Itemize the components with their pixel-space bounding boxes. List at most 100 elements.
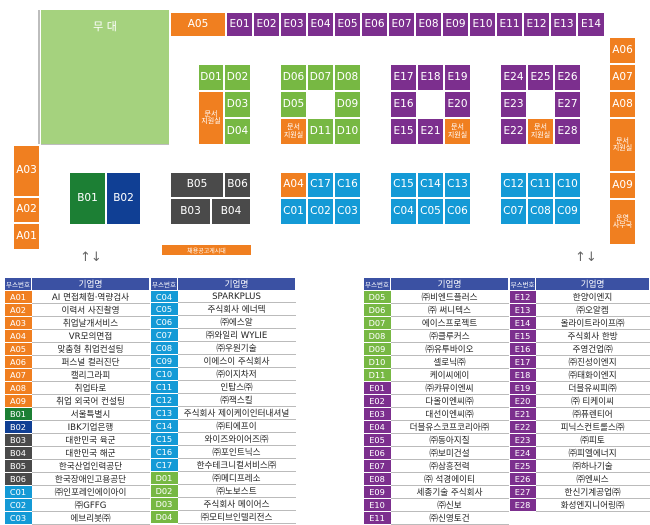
- booth-E14[interactable]: E14: [577, 12, 605, 37]
- row-booth-number: E22: [509, 420, 536, 434]
- row-company-name: ㈜GFFG: [31, 498, 150, 512]
- table-row: E20 ㈜ 티케이씨: [509, 394, 650, 408]
- row-booth-number: A09: [4, 394, 32, 408]
- entrance-arrows-icon: ↑↓: [575, 250, 597, 265]
- booth-A06[interactable]: A06: [609, 37, 636, 64]
- booth-E28[interactable]: E28: [554, 118, 581, 145]
- booth-E19[interactable]: E19: [444, 64, 471, 91]
- booth-D09[interactable]: D09: [334, 91, 361, 118]
- table-row: C06 ㈜에스알: [150, 315, 296, 329]
- booth-C12[interactable]: C12: [500, 172, 527, 198]
- info-booth-3[interactable]: 문서 지원실: [444, 118, 471, 145]
- row-company-name: 세종기술 주식회사: [390, 485, 509, 499]
- table-row: A06 퍼스널 컬러진단: [4, 355, 150, 369]
- booth-C15[interactable]: C15: [390, 172, 417, 198]
- booth-E05[interactable]: E05: [334, 12, 361, 37]
- row-booth-number: D05: [363, 290, 391, 304]
- table-row: A04 VR모의면접: [4, 329, 150, 343]
- booth-E06[interactable]: E06: [361, 12, 388, 37]
- booth-B05[interactable]: B05: [170, 172, 224, 198]
- row-company-name: 주식회사 한방: [535, 329, 650, 343]
- booth-E20[interactable]: E20: [444, 91, 471, 118]
- row-booth-number: E15: [509, 329, 536, 343]
- info-booth-1[interactable]: 문서 지원실: [198, 91, 224, 145]
- booth-C08[interactable]: C08: [527, 198, 554, 225]
- booth-A09[interactable]: A09: [609, 172, 636, 199]
- booth-E12[interactable]: E12: [523, 12, 550, 37]
- booth-C09[interactable]: C09: [554, 198, 581, 225]
- info-booth-right[interactable]: 문서 지원실: [609, 118, 636, 172]
- table-row: E17 ㈜진성이엔지: [509, 355, 650, 369]
- booth-E11[interactable]: E11: [496, 12, 523, 37]
- booth-D05[interactable]: D05: [280, 91, 307, 118]
- operations-room[interactable]: 운영 사무국: [609, 199, 636, 245]
- row-company-name: ㈜퓨렌티어: [535, 407, 650, 421]
- row-booth-number: C02: [4, 498, 32, 512]
- booth-D07[interactable]: D07: [307, 64, 334, 91]
- booth-A01[interactable]: A01: [13, 223, 40, 250]
- row-company-name: ㈜동아지질: [390, 433, 509, 447]
- booth-E04[interactable]: E04: [307, 12, 334, 37]
- table-row: E04 더블유스코프코리아㈜: [363, 420, 509, 434]
- booth-E15[interactable]: E15: [390, 118, 417, 145]
- booth-E08[interactable]: E08: [415, 12, 442, 37]
- booth-B02[interactable]: B02: [106, 172, 141, 225]
- booth-C17[interactable]: C17: [307, 172, 334, 198]
- booth-C04[interactable]: C04: [390, 198, 417, 225]
- booth-D11[interactable]: D11: [307, 118, 334, 145]
- booth-A05[interactable]: A05: [170, 12, 226, 37]
- booth-E17[interactable]: E17: [390, 64, 417, 91]
- booth-E09[interactable]: E09: [442, 12, 469, 37]
- booth-C03[interactable]: C03: [334, 198, 361, 225]
- booth-B03[interactable]: B03: [170, 198, 211, 225]
- booth-D03[interactable]: D03: [224, 91, 251, 118]
- booth-D04[interactable]: D04: [224, 118, 251, 145]
- booth-C06[interactable]: C06: [444, 198, 471, 225]
- booth-C11[interactable]: C11: [527, 172, 554, 198]
- booth-A07[interactable]: A07: [609, 64, 636, 91]
- booth-D10[interactable]: D10: [334, 118, 361, 145]
- booth-C01[interactable]: C01: [280, 198, 307, 225]
- row-company-name: 이에스이 주식회사: [177, 354, 296, 368]
- booth-E03[interactable]: E03: [280, 12, 307, 37]
- booth-C10[interactable]: C10: [554, 172, 581, 198]
- booth-C16[interactable]: C16: [334, 172, 361, 198]
- booth-B06[interactable]: B06: [224, 172, 251, 198]
- info-booth-4[interactable]: 문서 지원실: [527, 118, 554, 145]
- booth-D08[interactable]: D08: [334, 64, 361, 91]
- booth-C07[interactable]: C07: [500, 198, 527, 225]
- booth-A08[interactable]: A08: [609, 91, 636, 118]
- booth-D02[interactable]: D02: [224, 64, 251, 91]
- booth-E26[interactable]: E26: [554, 64, 581, 91]
- info-booth-2[interactable]: 문서 지원실: [280, 118, 307, 145]
- booth-E18[interactable]: E18: [417, 64, 444, 91]
- booth-A02[interactable]: A02: [13, 197, 40, 223]
- row-booth-number: E01: [363, 381, 391, 395]
- booth-E23[interactable]: E23: [500, 91, 527, 118]
- booth-E24[interactable]: E24: [500, 64, 527, 91]
- booth-C02[interactable]: C02: [307, 198, 334, 225]
- row-booth-number: C16: [150, 445, 178, 459]
- booth-C14[interactable]: C14: [417, 172, 444, 198]
- booth-D01[interactable]: D01: [198, 64, 224, 91]
- booth-E07[interactable]: E07: [388, 12, 415, 37]
- booth-E25[interactable]: E25: [527, 64, 554, 91]
- booth-E21[interactable]: E21: [417, 118, 444, 145]
- table-row: E09 세종기술 주식회사: [363, 485, 509, 499]
- booth-C05[interactable]: C05: [417, 198, 444, 225]
- booth-D06[interactable]: D06: [280, 64, 307, 91]
- booth-E02[interactable]: E02: [253, 12, 280, 37]
- booth-E22[interactable]: E22: [500, 118, 527, 145]
- row-company-name: ㈜ 써니텍스: [390, 303, 509, 317]
- booth-A04[interactable]: A04: [280, 172, 307, 198]
- booth-E27[interactable]: E27: [554, 91, 581, 118]
- job-posting-board: 채용공고게시대: [162, 245, 251, 255]
- booth-E10[interactable]: E10: [469, 12, 496, 37]
- booth-E13[interactable]: E13: [550, 12, 577, 37]
- booth-E01[interactable]: E01: [226, 12, 253, 37]
- booth-E16[interactable]: E16: [390, 91, 417, 118]
- booth-C13[interactable]: C13: [444, 172, 471, 198]
- booth-A03[interactable]: A03: [13, 145, 40, 197]
- booth-B01[interactable]: B01: [69, 172, 106, 225]
- booth-B04[interactable]: B04: [211, 198, 251, 225]
